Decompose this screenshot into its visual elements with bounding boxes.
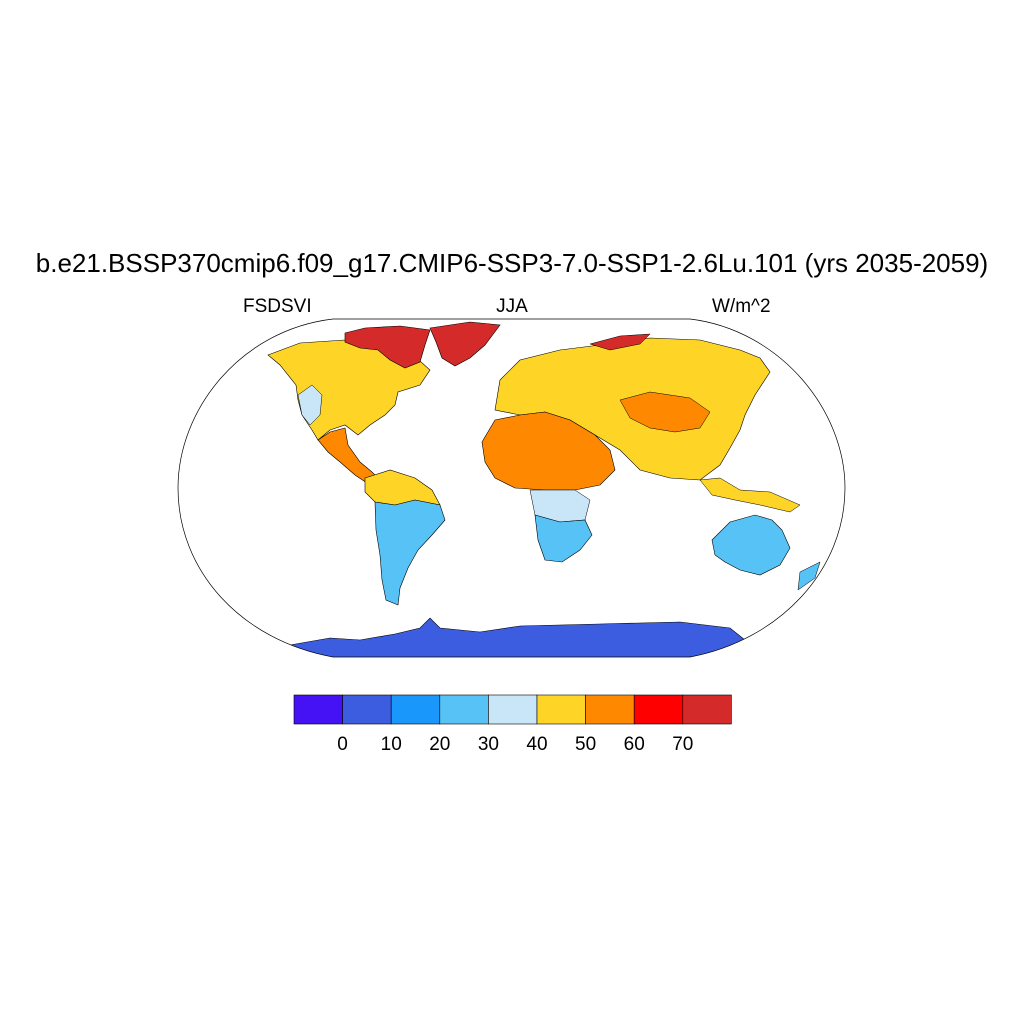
map-region-western-us <box>297 384 323 426</box>
plot-title: b.e21.BSSP370cmip6.f09_g17.CMIP6-SSP3-7.… <box>35 248 989 278</box>
map-region-south-america-south <box>374 499 446 606</box>
map-region-tibet <box>619 391 711 433</box>
colorbar-box <box>682 694 732 725</box>
colorbar-tick-label: 0 <box>337 734 348 755</box>
map-region-southeast-asia <box>699 477 801 513</box>
map-boundary <box>177 318 846 658</box>
colorbar-box <box>536 694 586 725</box>
variable-label: FSDSVI <box>243 296 312 317</box>
colorbar-box <box>585 694 635 725</box>
colorbar-box <box>342 694 392 725</box>
map-region-siberia-north <box>589 333 651 351</box>
colorbar-box <box>390 694 441 725</box>
colorbar-boxes <box>293 694 732 725</box>
colorbar-box <box>488 694 538 725</box>
colorbar-tick-label: 60 <box>624 734 645 755</box>
colorbar-tick-label: 40 <box>526 734 547 755</box>
colorbar-box <box>293 694 343 725</box>
colorbar-labels: 0 10 20 30 40 50 60 70 <box>337 734 693 755</box>
map-region-new-zealand <box>797 561 821 591</box>
units-label: W/m^2 <box>712 296 771 317</box>
colorbar-tick-label: 20 <box>429 734 450 755</box>
map-region-north-africa-arabia <box>481 411 616 491</box>
map-region-australia <box>711 514 791 576</box>
colorbar-tick-label: 50 <box>575 734 596 755</box>
map-region-greenland <box>429 321 501 367</box>
colorbar-tick-label: 10 <box>381 734 402 755</box>
colorbar-tick-label: 30 <box>478 734 499 755</box>
map-region-arctic-canada <box>344 325 431 369</box>
map-region-southern-africa <box>534 514 593 563</box>
season-label: JJA <box>496 296 528 317</box>
colorbar-box <box>439 694 489 725</box>
colorbar-tick-label: 70 <box>672 734 693 755</box>
colorbar-box <box>633 694 684 725</box>
